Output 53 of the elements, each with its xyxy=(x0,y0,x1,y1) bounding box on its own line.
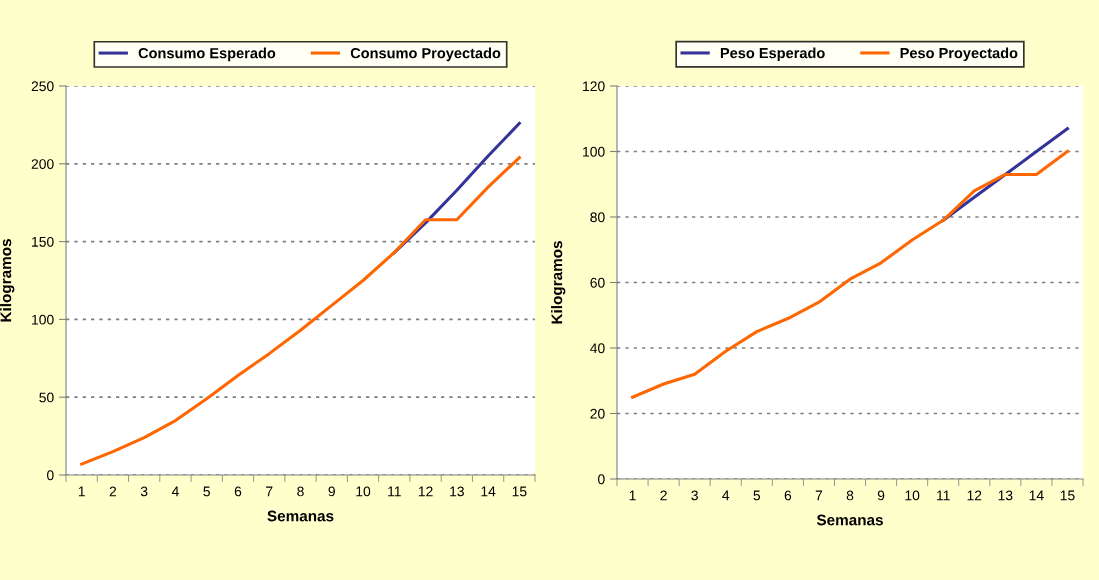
y-tick-label: 60 xyxy=(590,277,605,288)
y-tick-label: 150 xyxy=(32,236,54,247)
y-tick-label: 200 xyxy=(31,159,54,169)
x-tick-label: 14 xyxy=(481,486,496,497)
x-tick-label: 5 xyxy=(753,490,761,501)
y-tick-label: 0 xyxy=(47,470,54,481)
y-tick-label: 100 xyxy=(32,314,54,325)
x-tick-label: 2 xyxy=(109,486,117,497)
legend-label: Consumo Esperado xyxy=(138,47,276,62)
x-axis-title: Semanas xyxy=(816,514,883,526)
line-series xyxy=(631,149,1069,399)
x-tick-label: 2 xyxy=(660,490,667,501)
x-tick-label: 8 xyxy=(297,486,304,497)
x-tick-label: 11 xyxy=(937,490,950,501)
x-tick-label: 14 xyxy=(1029,490,1044,501)
y-tick-label: 50 xyxy=(39,392,54,403)
x-tick-label: 6 xyxy=(784,490,792,501)
x-tick-label: 4 xyxy=(171,486,179,497)
x-tick-label: 12 xyxy=(418,486,433,497)
x-tick-label: 10 xyxy=(356,486,371,497)
x-tick-label: 13 xyxy=(450,486,464,497)
x-tick-label: 15 xyxy=(512,486,527,497)
x-tick-label: 15 xyxy=(1060,490,1075,501)
x-tick-label: 3 xyxy=(691,490,698,501)
legend-label: Consumo Proyectado xyxy=(350,47,501,62)
y-axis-title: Kilogramos xyxy=(551,241,566,324)
y-tick-label: 80 xyxy=(590,212,605,223)
x-tick-label: 5 xyxy=(203,486,210,497)
x-tick-label: 12 xyxy=(967,490,982,501)
x-tick-label: 3 xyxy=(140,486,148,497)
x-tick-label: 6 xyxy=(234,486,242,497)
x-tick-label: 13 xyxy=(998,490,1013,501)
x-tick-label: 1 xyxy=(629,490,636,501)
x-tick-label: 11 xyxy=(388,486,401,497)
y-tick-label: 0 xyxy=(598,474,605,485)
x-tick-label: 9 xyxy=(877,490,885,501)
x-tick-label: 7 xyxy=(266,486,273,497)
x-tick-label: 9 xyxy=(328,486,335,497)
line-series xyxy=(80,156,521,466)
x-tick-label: 8 xyxy=(846,490,854,501)
x-tick-label: 1 xyxy=(78,486,85,497)
x-axis-title: Semanas xyxy=(267,510,334,522)
x-tick-label: 4 xyxy=(722,490,730,501)
legend-label: Peso Esperado xyxy=(720,47,825,62)
legend-label: Peso Proyectado xyxy=(900,47,1018,62)
x-tick-label: 7 xyxy=(815,490,823,501)
x-tick-label: 10 xyxy=(905,490,920,501)
y-tick-label: 20 xyxy=(590,408,605,419)
y-tick-label: 100 xyxy=(583,146,605,157)
y-axis-title: Kilogramos xyxy=(0,239,15,322)
y-tick-label: 120 xyxy=(583,81,605,92)
y-tick-label: 250 xyxy=(31,81,54,92)
y-tick-label: 40 xyxy=(590,343,605,354)
